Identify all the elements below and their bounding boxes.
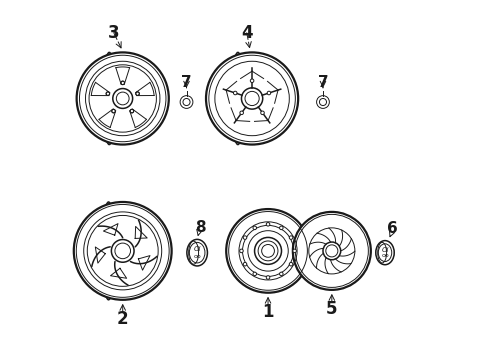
Circle shape xyxy=(106,92,110,95)
Text: Oi: Oi xyxy=(381,247,389,253)
Circle shape xyxy=(226,209,310,293)
Text: 8: 8 xyxy=(195,220,205,235)
Ellipse shape xyxy=(378,242,387,263)
Circle shape xyxy=(136,92,139,95)
Text: 4: 4 xyxy=(241,24,252,42)
Circle shape xyxy=(261,111,264,114)
Circle shape xyxy=(293,249,296,253)
Text: 3: 3 xyxy=(108,24,120,42)
Circle shape xyxy=(243,236,247,239)
Polygon shape xyxy=(91,82,110,96)
Circle shape xyxy=(233,91,237,95)
Circle shape xyxy=(280,272,283,276)
Circle shape xyxy=(121,81,124,85)
Text: 2: 2 xyxy=(117,310,128,328)
Circle shape xyxy=(317,96,329,108)
Circle shape xyxy=(76,53,169,145)
Polygon shape xyxy=(116,67,129,84)
Circle shape xyxy=(130,109,134,113)
Circle shape xyxy=(253,226,257,230)
Circle shape xyxy=(293,212,371,290)
Circle shape xyxy=(250,79,254,82)
Circle shape xyxy=(74,202,172,300)
Circle shape xyxy=(243,262,247,266)
Circle shape xyxy=(266,222,270,226)
Ellipse shape xyxy=(189,241,198,264)
Text: 1: 1 xyxy=(262,303,274,321)
Circle shape xyxy=(266,276,270,279)
Circle shape xyxy=(289,236,293,239)
Polygon shape xyxy=(99,109,116,127)
Polygon shape xyxy=(136,82,154,96)
Circle shape xyxy=(253,272,257,276)
Text: 5: 5 xyxy=(326,300,338,318)
Circle shape xyxy=(206,53,298,145)
Circle shape xyxy=(240,249,243,253)
Ellipse shape xyxy=(376,240,394,265)
Circle shape xyxy=(180,96,193,108)
Text: oo: oo xyxy=(381,253,389,258)
Text: oo: oo xyxy=(193,254,201,259)
Circle shape xyxy=(289,262,293,266)
Circle shape xyxy=(112,109,115,113)
Polygon shape xyxy=(130,109,147,127)
Text: 7: 7 xyxy=(318,75,328,90)
Circle shape xyxy=(267,91,270,95)
Circle shape xyxy=(240,111,244,114)
Text: 7: 7 xyxy=(181,75,192,90)
Text: 6: 6 xyxy=(387,221,397,236)
Circle shape xyxy=(280,226,283,230)
Text: Oi: Oi xyxy=(194,246,201,252)
Ellipse shape xyxy=(187,239,207,266)
Ellipse shape xyxy=(102,202,115,300)
